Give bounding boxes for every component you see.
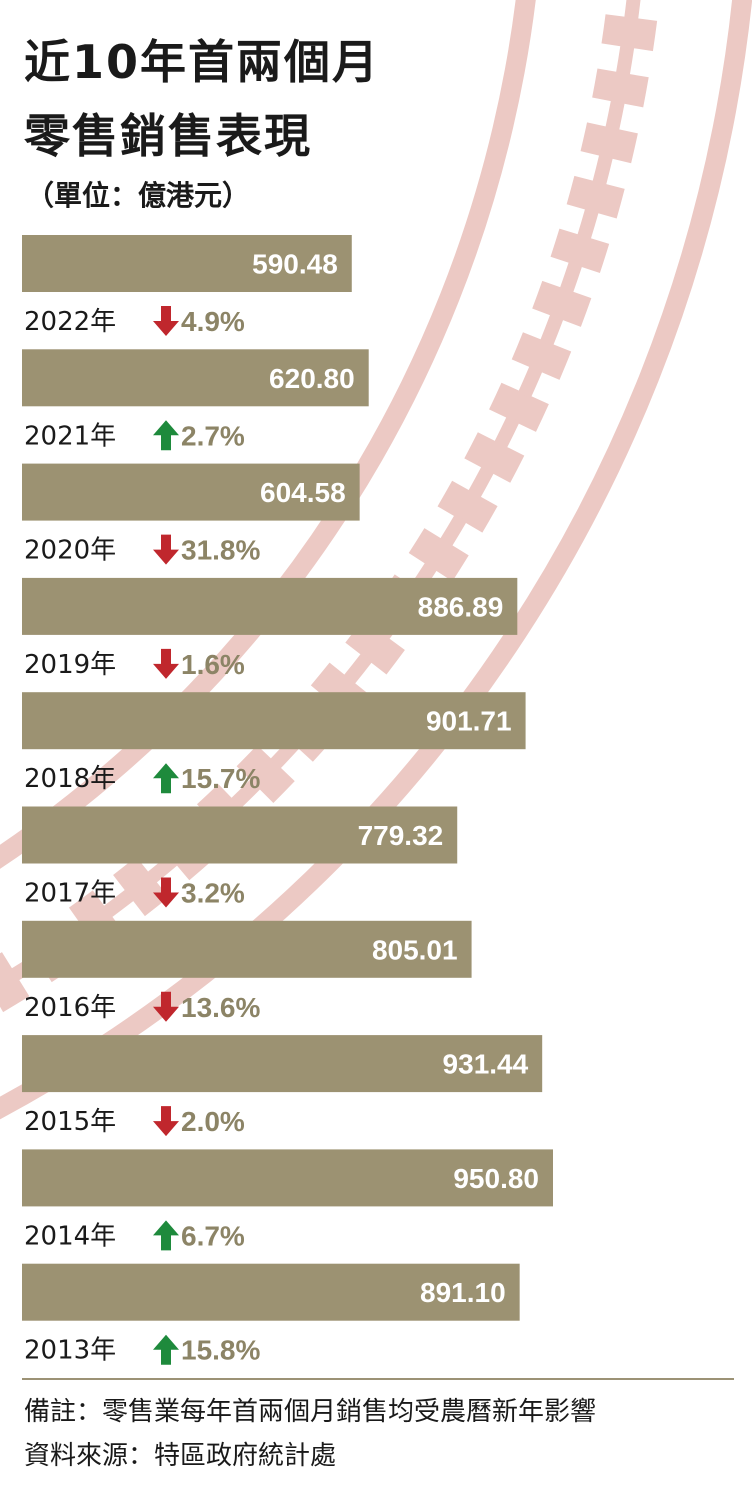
change-label-7: 2.0% xyxy=(181,1106,245,1137)
year-label-1: 2021年 xyxy=(24,421,116,451)
bar-5 xyxy=(22,806,458,864)
footer-note: 備註：零售業每年首兩個月銷售均受農曆新年影響 xyxy=(24,1397,597,1427)
down-arrow-icon-0 xyxy=(153,306,179,336)
chart-title-line-2: 零售銷售表現 xyxy=(24,109,312,163)
change-label-3: 1.6% xyxy=(181,649,245,680)
retail-sales-bar-chart: 590.48 2022年 4.9% 620.80 2021年 2.7% 604.58 2020… xyxy=(22,235,553,1366)
change-label-8: 6.7% xyxy=(181,1220,245,1251)
up-arrow-icon-9 xyxy=(153,1334,179,1365)
change-label-1: 2.7% xyxy=(181,420,245,451)
bar-9 xyxy=(22,1263,520,1321)
change-label-0: 4.9% xyxy=(181,306,245,337)
bar-value-label-7: 931.44 xyxy=(443,1049,529,1080)
bar-value-label-8: 950.80 xyxy=(453,1163,539,1194)
up-arrow-icon-4 xyxy=(153,763,179,794)
footer-source: 資料來源：特區政府統計處 xyxy=(24,1441,337,1471)
year-label-5: 2017年 xyxy=(24,879,116,909)
bar-value-label-5: 779.32 xyxy=(358,820,444,851)
bar-8 xyxy=(22,1149,553,1207)
bar-value-label-0: 590.48 xyxy=(252,249,338,280)
down-arrow-icon-6 xyxy=(153,991,179,1022)
year-label-2: 2020年 xyxy=(24,536,116,566)
bar-2 xyxy=(22,463,360,521)
bar-value-label-2: 604.58 xyxy=(260,477,346,508)
chart-title-line-1: 近10年首兩個月 xyxy=(24,35,381,89)
unit-label: （單位：億港元） xyxy=(26,179,251,212)
down-arrow-icon-7 xyxy=(153,1106,179,1137)
change-label-5: 3.2% xyxy=(181,878,245,909)
up-arrow-icon-1 xyxy=(153,420,179,451)
change-label-6: 13.6% xyxy=(181,992,260,1023)
year-label-9: 2013年 xyxy=(24,1336,116,1366)
change-label-9: 15.8% xyxy=(181,1335,260,1366)
year-label-3: 2019年 xyxy=(24,650,116,680)
up-arrow-icon-8 xyxy=(153,1220,179,1251)
bar-value-label-9: 891.10 xyxy=(420,1277,506,1308)
change-label-4: 15.7% xyxy=(181,763,260,794)
bar-6 xyxy=(22,920,472,978)
year-label-7: 2015年 xyxy=(24,1107,116,1137)
year-label-0: 2022年 xyxy=(24,307,116,337)
bar-value-label-1: 620.80 xyxy=(269,363,355,394)
bar-value-label-3: 886.89 xyxy=(418,591,504,622)
bar-1 xyxy=(22,349,369,407)
bar-4 xyxy=(22,692,526,750)
footer-divider xyxy=(22,1378,734,1380)
change-label-2: 31.8% xyxy=(181,535,260,566)
bar-3 xyxy=(22,577,518,635)
down-arrow-icon-5 xyxy=(153,877,179,908)
down-arrow-icon-2 xyxy=(153,534,179,565)
year-label-6: 2016年 xyxy=(24,993,116,1023)
down-arrow-icon-3 xyxy=(153,648,179,679)
bar-7 xyxy=(22,1035,543,1093)
bar-value-label-4: 901.71 xyxy=(426,706,512,737)
bar-0 xyxy=(22,235,352,292)
year-label-8: 2014年 xyxy=(24,1221,116,1251)
bar-value-label-6: 805.01 xyxy=(372,934,458,965)
year-label-4: 2018年 xyxy=(24,764,116,794)
